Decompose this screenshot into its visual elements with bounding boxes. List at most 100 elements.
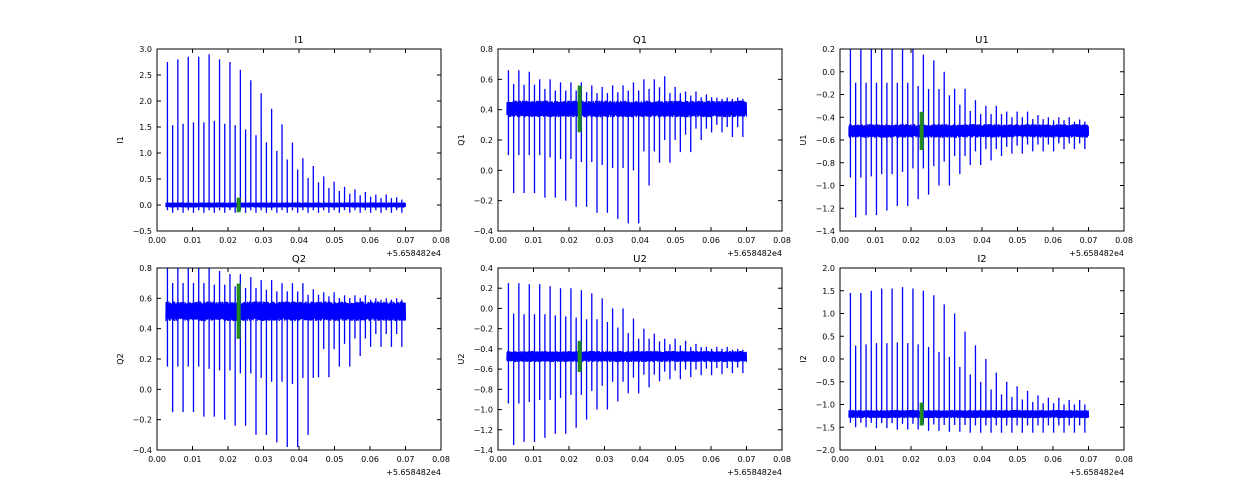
y-axis-label: U2 <box>457 354 466 365</box>
x-tick-label: 0.06 <box>702 455 720 464</box>
x-tick-label: 0.07 <box>397 455 415 464</box>
y-tick-label: −2.0 <box>816 446 835 455</box>
x-offset-label: +5.658482e4 <box>386 249 441 258</box>
x-tick-label: 0.07 <box>1080 236 1098 245</box>
y-tick-label: −0.4 <box>133 446 152 455</box>
series-line <box>848 49 1090 218</box>
x-tick-label: 0.01 <box>867 455 885 464</box>
y-tick-label: 1.0 <box>822 310 835 319</box>
series-line <box>165 54 407 213</box>
x-tick-label: 0.03 <box>596 236 614 245</box>
x-tick-label: 0.03 <box>255 455 273 464</box>
x-tick-label: 0.02 <box>902 455 920 464</box>
y-tick-label: 1.0 <box>139 149 152 158</box>
axes-frame <box>839 267 1125 451</box>
x-tick-label: 0.06 <box>361 455 379 464</box>
y-tick-label: 0.4 <box>480 264 493 273</box>
y-tick-label: 2.0 <box>822 264 835 273</box>
chart-title: U1 <box>975 35 989 46</box>
highlight-marker <box>236 283 241 339</box>
x-tick-label: 0.01 <box>184 236 202 245</box>
y-axis-label: I2 <box>799 355 808 362</box>
y-tick-label: 0.4 <box>139 325 152 334</box>
y-tick-label: 0.2 <box>480 136 493 145</box>
y-tick-label: 0.8 <box>139 264 152 273</box>
series-line <box>165 268 407 447</box>
y-tick-label: −1.0 <box>816 182 835 191</box>
x-tick-label: 0.07 <box>397 236 415 245</box>
x-tick-label: 0.00 <box>489 236 507 245</box>
y-tick-label: −0.4 <box>474 345 493 354</box>
y-tick-label: 2.5 <box>139 71 152 80</box>
x-tick-label: 0.02 <box>560 455 578 464</box>
x-offset-label: +5.658482e4 <box>386 468 441 477</box>
y-tick-label: 0.6 <box>480 75 493 84</box>
y-tick-label: −0.2 <box>133 416 152 425</box>
x-tick-label: 0.05 <box>1009 236 1027 245</box>
y-tick-label: −0.6 <box>474 365 493 374</box>
series-line <box>506 283 748 445</box>
y-tick-label: −0.6 <box>816 136 835 145</box>
x-tick-label: 0.08 <box>773 236 791 245</box>
x-tick-label: 0.00 <box>148 455 166 464</box>
y-tick-label: 0.5 <box>822 332 835 341</box>
chart-title: I2 <box>977 254 986 265</box>
y-tick-label: 0.2 <box>822 45 835 54</box>
y-tick-label: 0.6 <box>139 294 152 303</box>
y-tick-label: −1.2 <box>816 204 835 213</box>
x-offset-label: +5.658482e4 <box>727 468 782 477</box>
y-tick-label: −0.5 <box>816 378 835 387</box>
series-band-fill <box>848 411 1089 417</box>
x-tick-label: 0.01 <box>525 236 543 245</box>
y-tick-label: 1.5 <box>139 123 152 132</box>
x-tick-label: 0.01 <box>867 236 885 245</box>
y-tick-label: 0.0 <box>139 201 152 210</box>
x-tick-label: 0.00 <box>831 455 849 464</box>
x-tick-label: 0.03 <box>938 236 956 245</box>
y-tick-label: 0.0 <box>822 68 835 77</box>
y-tick-label: −1.4 <box>816 227 835 236</box>
x-tick-label: 0.04 <box>631 455 649 464</box>
y-tick-label: −0.2 <box>474 325 493 334</box>
x-tick-label: 0.05 <box>326 455 344 464</box>
y-tick-label: −0.4 <box>816 113 835 122</box>
x-tick-label: 0.07 <box>738 236 756 245</box>
series-line <box>848 287 1090 433</box>
x-tick-label: 0.01 <box>525 455 543 464</box>
x-tick-label: 0.08 <box>1115 236 1133 245</box>
y-tick-label: 3.0 <box>139 45 152 54</box>
subplot-q2: 0.00 0.01 0.02 0.03 0.04 0.05 0.06 0.07 0.08 −0.4… <box>116 254 450 477</box>
highlight-marker <box>236 197 241 213</box>
x-tick-label: 0.01 <box>184 455 202 464</box>
y-tick-label: 0.4 <box>480 106 493 115</box>
y-tick-label: 0.0 <box>139 385 152 394</box>
y-tick-label: −1.5 <box>816 423 835 432</box>
subplot-i1: 0.00 0.01 0.02 0.03 0.04 0.05 0.06 0.07 0.08 −0.5… <box>116 35 450 258</box>
x-tick-label: 0.03 <box>938 455 956 464</box>
series-band-fill <box>506 353 747 360</box>
y-tick-label: 1.5 <box>822 287 835 296</box>
chart-title: U2 <box>633 254 647 265</box>
y-axis-label: Q2 <box>116 353 125 364</box>
x-tick-label: 0.06 <box>1044 455 1062 464</box>
x-tick-label: 0.08 <box>1115 455 1133 464</box>
axes-frame <box>497 48 783 232</box>
y-axis-label: U1 <box>799 135 808 146</box>
chart-title: Q1 <box>633 35 647 46</box>
x-tick-label: 0.07 <box>738 455 756 464</box>
y-tick-label: −0.8 <box>474 385 493 394</box>
x-tick-label: 0.05 <box>667 236 685 245</box>
x-tick-label: 0.02 <box>560 236 578 245</box>
subplot-q1: 0.00 0.01 0.02 0.03 0.04 0.05 0.06 0.07 0.08 −0.4… <box>457 35 791 258</box>
y-tick-label: −0.8 <box>816 159 835 168</box>
x-tick-label: 0.02 <box>902 236 920 245</box>
highlight-marker <box>577 85 582 133</box>
y-tick-label: −0.2 <box>474 197 493 206</box>
y-tick-label: 0.0 <box>822 355 835 364</box>
subplot-u1: 0.00 0.01 0.02 0.03 0.04 0.05 0.06 0.07 0.08 −1.4… <box>799 35 1133 258</box>
x-tick-label: 0.07 <box>1080 455 1098 464</box>
x-tick-label: 0.05 <box>667 455 685 464</box>
highlight-marker <box>919 111 924 151</box>
x-tick-label: 0.06 <box>702 236 720 245</box>
